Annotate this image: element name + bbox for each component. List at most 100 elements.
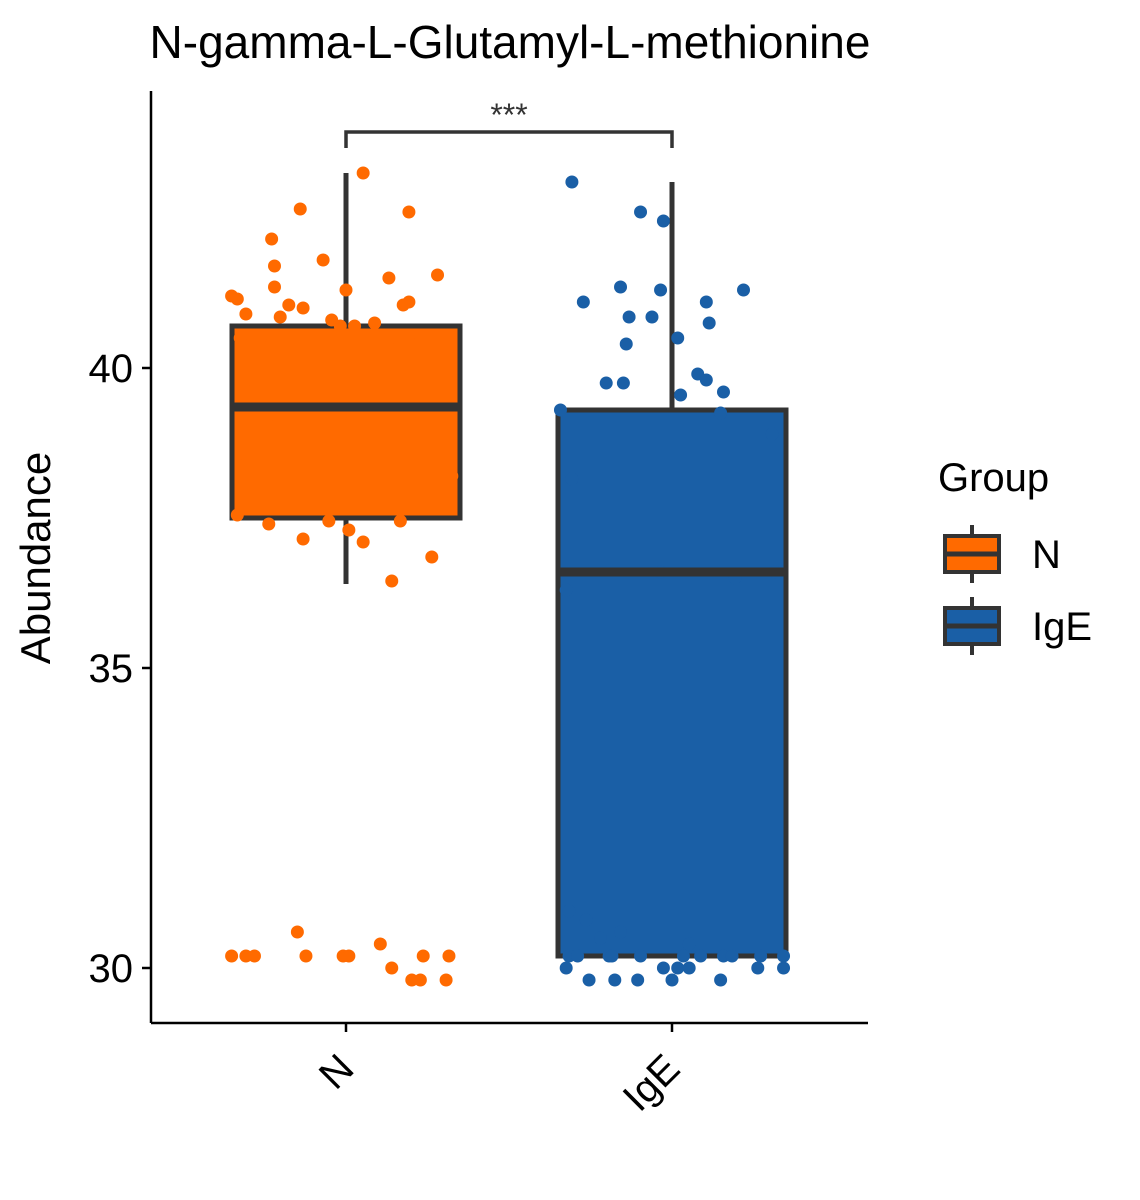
points-n [225,166,459,987]
legend-label: IgE [1032,605,1092,649]
data-point [290,925,304,939]
data-point [605,949,619,963]
data-point [702,316,716,330]
data-point [676,949,690,963]
data-point [714,406,728,420]
data-point [614,925,628,939]
data-point [402,328,416,342]
data-point [616,376,630,390]
box-group-ige [555,182,789,959]
data-point [634,205,648,219]
data-point [439,346,453,360]
data-point [247,949,261,963]
legend-label: N [1032,533,1061,577]
data-point [333,319,347,333]
data-point [682,937,696,951]
data-point [553,403,567,417]
significance-bracket: *** [344,97,674,148]
data-point [382,271,396,285]
data-point [385,961,399,975]
data-point [622,310,636,324]
data-point [239,307,253,321]
legend: Group N IgE [938,456,1092,655]
data-point [342,949,356,963]
data-point [236,379,250,393]
data-point [654,283,668,297]
data-point [634,949,648,963]
data-point [402,295,416,309]
data-point [608,973,622,987]
data-point [270,409,284,423]
data-point [225,949,239,963]
data-point [582,973,596,987]
data-point [559,583,573,597]
data-point [299,949,313,963]
data-point [442,949,456,963]
data-point [431,268,445,282]
data-point [239,457,253,471]
data-point [671,331,685,345]
data-point [282,298,296,312]
data-point [559,961,573,975]
data-point [439,370,453,384]
x-tick-label: N [311,1046,363,1098]
legend-entry-n: N [943,525,1061,583]
data-point [656,961,670,975]
data-point [445,469,459,483]
data-point [671,961,685,975]
data-point [322,514,336,528]
data-point [619,337,633,351]
box-group-n [229,173,463,584]
data-point [316,253,330,267]
data-point [571,949,585,963]
legend-title: Group [938,456,1049,500]
data-point [342,523,356,537]
data-point [233,331,247,345]
data-point [714,973,728,987]
data-point [576,295,590,309]
data-point [599,376,613,390]
data-point [402,205,416,219]
y-axis-label: Abundance [12,452,59,665]
significance-label: *** [490,97,527,133]
data-point [416,949,430,963]
y-tick-label: 40 [89,347,134,391]
data-point [356,535,370,549]
box [555,407,789,959]
data-point [413,973,427,987]
data-point [562,904,576,918]
data-point [725,949,739,963]
data-point [382,391,396,405]
data-point [265,232,279,246]
data-point [674,388,688,402]
data-point [682,961,696,975]
data-point [751,961,765,975]
data-point [368,316,382,330]
data-point [694,949,708,963]
data-point [645,310,659,324]
data-point [565,472,579,486]
data-point [594,931,607,945]
data-point [385,574,399,588]
data-point [348,319,362,333]
data-point [765,427,779,441]
data-point [439,973,453,987]
data-point [737,283,750,297]
chart-title: N-gamma-L-Glutamyl-L-methionine [150,16,871,68]
data-point [293,202,307,216]
data-point [339,283,353,297]
data-point [716,385,730,399]
data-point [631,973,645,987]
data-point [230,508,244,522]
legend-entry-ige: IgE [943,597,1092,655]
plot-area: *** [225,97,791,987]
data-point [268,280,281,294]
x-tick-label: IgE [615,1046,689,1120]
data-point [665,973,679,987]
data-point [356,166,370,180]
data-point [565,175,579,189]
data-point [699,373,713,387]
data-point [262,517,276,531]
data-point [579,913,593,927]
